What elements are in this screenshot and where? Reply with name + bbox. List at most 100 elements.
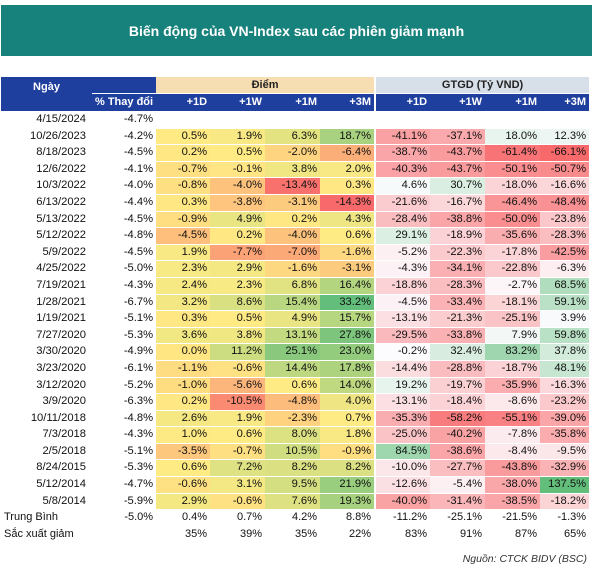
volume-cell: -19.7% [430, 377, 486, 395]
volume-cell: -33.4% [430, 294, 486, 312]
header-blank [92, 77, 157, 94]
points-cell: -2.0% [265, 144, 321, 162]
points-cell: -0.1% [210, 161, 266, 179]
pct-change-cell: -4.3% [92, 426, 157, 444]
points-cell: 16.4% [320, 277, 376, 295]
volume-cell: -16.6% [540, 177, 590, 195]
date-cell: 5/12/2014 [1, 476, 92, 494]
points-cell: -0.6% [210, 360, 266, 378]
volume-cell: -13.1% [374, 393, 431, 411]
points-cell: 4.0% [320, 393, 376, 411]
date-cell: 6/13/2022 [1, 194, 92, 212]
points-cell: 11.2% [210, 343, 266, 361]
points-cell: 2.6% [156, 410, 211, 428]
volume-cell: -18.1% [485, 294, 541, 312]
volume-cell: -40.2% [430, 426, 486, 444]
points-cell: 8.2% [265, 459, 321, 478]
volume-cell: -38.6% [430, 443, 486, 461]
volume-cell: -35.3% [374, 410, 431, 428]
volume-cell: -16.3% [540, 377, 590, 395]
volume-cell: -33.8% [430, 327, 486, 345]
points-cell: 4.9% [210, 211, 266, 229]
table-row: 10/11/2018 -4.8% 2.6% 1.9% -2.3% 0.7% -35.3% -5… [1, 410, 590, 428]
volume-cell [485, 111, 541, 129]
table-row: 2/5/2018 -5.1% -3.5% -0.7% 10.5% -0.9% 84.5% -3… [1, 443, 590, 461]
points-cell: 8.2% [320, 459, 376, 478]
volume-cell: -55.1% [485, 410, 541, 428]
volume-cell: 59.1% [540, 294, 590, 312]
pct-change-cell: -4.0% [92, 177, 157, 195]
volume-cell: 84.5% [374, 443, 431, 461]
pct-change-cell: -6.7% [92, 294, 157, 312]
volume-cell: -2.7% [485, 277, 541, 295]
points-cell: 4.3% [320, 211, 376, 229]
header-period: +1M [265, 93, 321, 112]
volume-cell: -31.4% [430, 493, 486, 511]
header-period: +1W [430, 93, 486, 112]
volume-cell: -38.5% [485, 493, 541, 511]
date-cell: 5/9/2022 [1, 244, 92, 262]
volume-cell: -28.4% [374, 211, 431, 229]
points-cell [210, 111, 266, 129]
pct-change-cell: -4.7% [92, 476, 157, 494]
points-cell: -14.3% [320, 194, 376, 212]
points-cell: 0.5% [210, 144, 266, 162]
volume-cell: 30.7% [430, 177, 486, 195]
pct-change-cell: -4.3% [92, 277, 157, 295]
volume-cell: -14.4% [374, 360, 431, 378]
points-cell: 23.0% [320, 343, 376, 361]
points-cell: 0.0% [156, 343, 211, 361]
points-cell: 27.8% [320, 327, 376, 345]
points-cell: 19.3% [320, 493, 376, 511]
points-cell: 2.9% [210, 260, 266, 278]
volume-cell: -35.9% [485, 377, 541, 395]
points-cell: 0.2% [265, 211, 321, 229]
date-cell: 3/30/2020 [1, 343, 92, 361]
volume-cell: -8.6% [485, 393, 541, 411]
volume-cell: -4.3% [374, 260, 431, 278]
points-cell: 7.6% [265, 493, 321, 511]
volume-cell: -28.3% [430, 277, 486, 295]
points-cell: 0.3% [320, 177, 376, 195]
points-cell: -10.5% [210, 393, 266, 411]
points-cell: 3.2% [156, 294, 211, 312]
header-period: +3M [320, 93, 376, 112]
volume-cell: -22.3% [430, 244, 486, 262]
volume-cell: -18.8% [374, 277, 431, 295]
table-row: 5/12/2022 -4.8% -4.5% 0.2% -4.0% 0.6% 29.1% -18… [1, 227, 590, 245]
points-cell: 1.9% [210, 128, 266, 146]
summary-label: Sắc xuất giảm [1, 526, 92, 544]
pct-change-cell: -4.8% [92, 410, 157, 428]
points-cell: 0.7% [320, 410, 376, 428]
volume-cell: 19.2% [374, 377, 431, 395]
points-cell: -1.6% [265, 260, 321, 278]
volume-cell: 18.0% [485, 128, 541, 146]
points-cell [320, 111, 376, 129]
summary-volume-cell: -11.2% [374, 509, 431, 527]
volume-cell: -42.5% [540, 244, 590, 262]
points-cell: 14.4% [265, 360, 321, 378]
pct-change-cell: -4.7% [92, 111, 157, 129]
header-period: +1D [156, 93, 211, 112]
points-cell: 14.0% [320, 377, 376, 395]
points-cell: 3.8% [265, 161, 321, 179]
table-row: 3/12/2020 -5.2% -1.0% -5.6% 0.6% 14.0% 19.2% -1… [1, 377, 590, 395]
volume-cell: -18.0% [485, 177, 541, 195]
volume-cell: -10.0% [374, 459, 431, 478]
points-cell: -0.7% [156, 161, 211, 179]
summary-volume-cell: 87% [485, 526, 541, 544]
pct-change-cell: -4.2% [92, 128, 157, 146]
volume-cell: -37.1% [430, 128, 486, 146]
points-cell: 1.9% [210, 410, 266, 428]
summary-volume-cell: -1.3% [540, 509, 590, 527]
table-row: 5/13/2022 -4.5% -0.9% 4.9% 0.2% 4.3% -28.4% -38… [1, 211, 590, 229]
points-cell: 18.7% [320, 128, 376, 146]
volume-cell: -48.4% [540, 194, 590, 212]
points-cell: 6.8% [265, 277, 321, 295]
points-cell: 2.3% [156, 260, 211, 278]
volume-cell: -23.8% [540, 211, 590, 229]
summary-volume-cell: 83% [374, 526, 431, 544]
summary-points-cell: 4.2% [265, 509, 321, 527]
volume-cell: -25.1% [485, 310, 541, 328]
points-cell: 2.9% [156, 493, 211, 511]
